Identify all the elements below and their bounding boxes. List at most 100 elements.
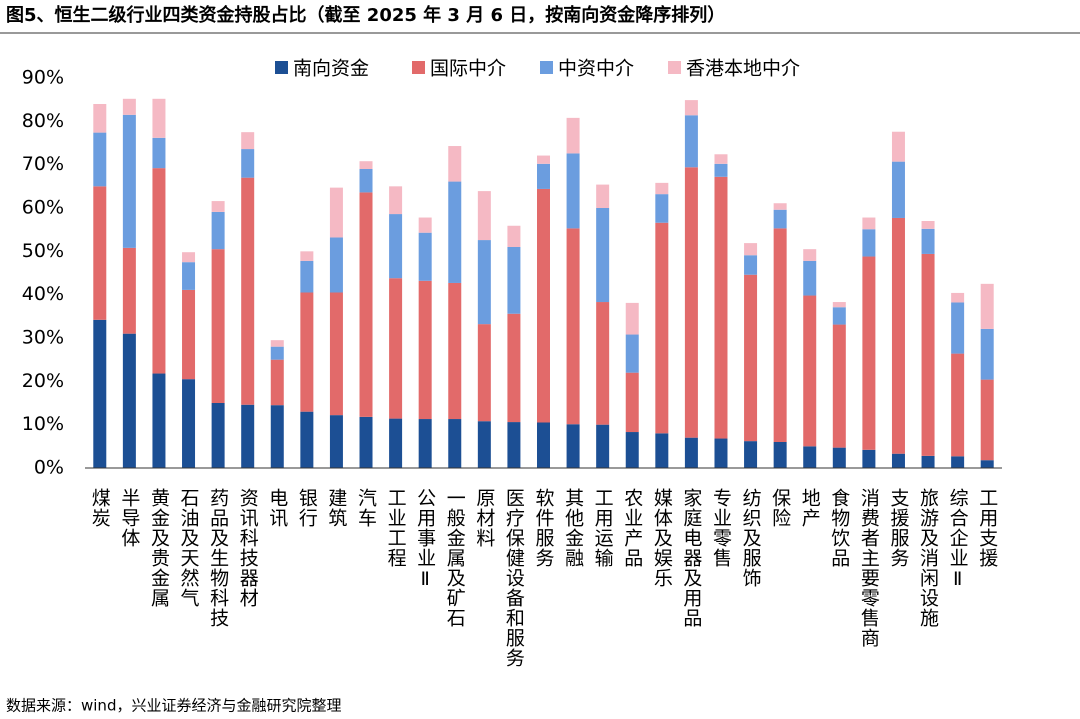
bar-segment: [300, 260, 314, 293]
bar-segment: [477, 240, 491, 325]
bar-segment: [891, 217, 905, 454]
bar-segment: [448, 282, 462, 420]
bar-segment: [182, 252, 196, 263]
bar-segment: [655, 194, 669, 223]
bar-segment: [655, 222, 669, 434]
bar-segment: [891, 161, 905, 218]
bar-segment: [270, 359, 284, 406]
bar-segment: [211, 249, 225, 403]
bar-segment: [714, 163, 728, 177]
legend-swatch: [668, 61, 681, 74]
bar-segment: [122, 98, 136, 115]
x-tick-label: 其他金融: [562, 488, 584, 568]
x-tick-label: 石油及天然气: [178, 488, 200, 608]
bar-segment: [803, 295, 817, 447]
bar-segment: [980, 328, 994, 380]
bar-segment: [477, 324, 491, 422]
bar-segment: [389, 186, 403, 215]
bar-segment: [684, 437, 698, 468]
bar-segment: [951, 292, 965, 303]
y-tick-label: 60%: [22, 197, 64, 219]
bar-segment: [152, 373, 166, 468]
bar-segment: [566, 117, 580, 154]
x-tick-label: 家庭电器及用品: [680, 488, 702, 628]
bar-segment: [596, 208, 610, 303]
bar-segment: [596, 424, 610, 468]
legend-label: 中资中介: [558, 58, 634, 80]
bar-segment: [655, 182, 669, 195]
bar-segment: [714, 438, 728, 468]
bar-segment: [832, 324, 846, 448]
y-tick-label: 50%: [22, 240, 64, 262]
bar-segment: [418, 419, 432, 468]
legend-label: 南向资金: [293, 58, 369, 80]
bar-segment: [93, 104, 107, 133]
bar-segment: [537, 188, 550, 423]
bar-segment: [300, 292, 314, 412]
bar-segment: [507, 313, 521, 423]
bar-segment: [862, 229, 876, 257]
bar-segment: [329, 187, 343, 238]
bar-segment: [182, 262, 196, 290]
bar-segment: [921, 221, 935, 229]
bar-segment: [803, 446, 817, 468]
bar-segment: [980, 283, 994, 329]
x-tick-label: 媒体及娱乐: [651, 488, 673, 588]
x-tick-label: 公用事业Ⅱ: [414, 488, 436, 591]
x-tick-label: 旅游及消闲设施: [917, 488, 939, 628]
bar-segment: [359, 416, 373, 468]
x-tick-label: 纺织及服饰: [740, 488, 762, 588]
bar-segment: [832, 447, 846, 468]
bar-segment: [773, 209, 787, 229]
x-tick-label: 工业工程: [385, 488, 407, 568]
x-tick-label: 银行: [296, 488, 318, 528]
bar-segment: [980, 379, 994, 461]
x-tick-label: 药品及生物科技: [207, 488, 229, 628]
bar-segment: [270, 405, 284, 468]
bar-segment: [537, 163, 550, 189]
bar-segment: [241, 132, 255, 150]
y-tick-label: 20%: [22, 370, 64, 392]
bar-segment: [270, 346, 284, 360]
y-tick-label: 0%: [34, 457, 64, 479]
bar-segment: [862, 449, 876, 468]
bar-segment: [182, 289, 196, 380]
bar-segment: [714, 154, 728, 164]
bar-segment: [448, 419, 462, 468]
x-tick-label: 半导体: [118, 488, 140, 548]
x-tick-label: 软件服务: [533, 488, 555, 568]
bar-segment: [566, 424, 580, 468]
bar-segment: [329, 292, 343, 416]
bar-segment: [684, 167, 698, 438]
bar-segment: [803, 260, 817, 296]
bar-segment: [418, 232, 432, 281]
x-tick-label: 支援服务: [887, 488, 909, 568]
bar-segment: [270, 340, 284, 347]
bar-segment: [921, 455, 935, 468]
bar-segment: [980, 460, 994, 468]
bar-segment: [891, 131, 905, 162]
bar-segment: [507, 225, 521, 247]
x-tick-label: 地产: [799, 488, 821, 528]
x-tick-label: 建筑: [325, 488, 347, 528]
x-tick-label: 食物饮品: [828, 488, 850, 568]
x-tick-label: 专业零售: [710, 488, 732, 568]
x-tick-label: 工用运输: [592, 488, 614, 568]
x-tick-label: 农业产品: [621, 488, 643, 568]
bar-segment: [300, 251, 314, 261]
bar-segment: [862, 217, 876, 230]
bar-segment: [862, 256, 876, 450]
y-tick-label: 90%: [22, 67, 64, 89]
bar-segment: [211, 211, 225, 250]
legend-swatch: [275, 61, 288, 74]
x-tick-label: 保险: [769, 488, 791, 528]
legend-swatch: [412, 61, 425, 74]
bar-segment: [773, 442, 787, 468]
x-tick-label: 电讯: [266, 488, 288, 528]
bar-segment: [625, 302, 639, 335]
bar-segment: [211, 201, 225, 212]
bar-segment: [182, 379, 196, 468]
bar-segment: [152, 137, 166, 169]
bar-segment: [241, 149, 255, 178]
